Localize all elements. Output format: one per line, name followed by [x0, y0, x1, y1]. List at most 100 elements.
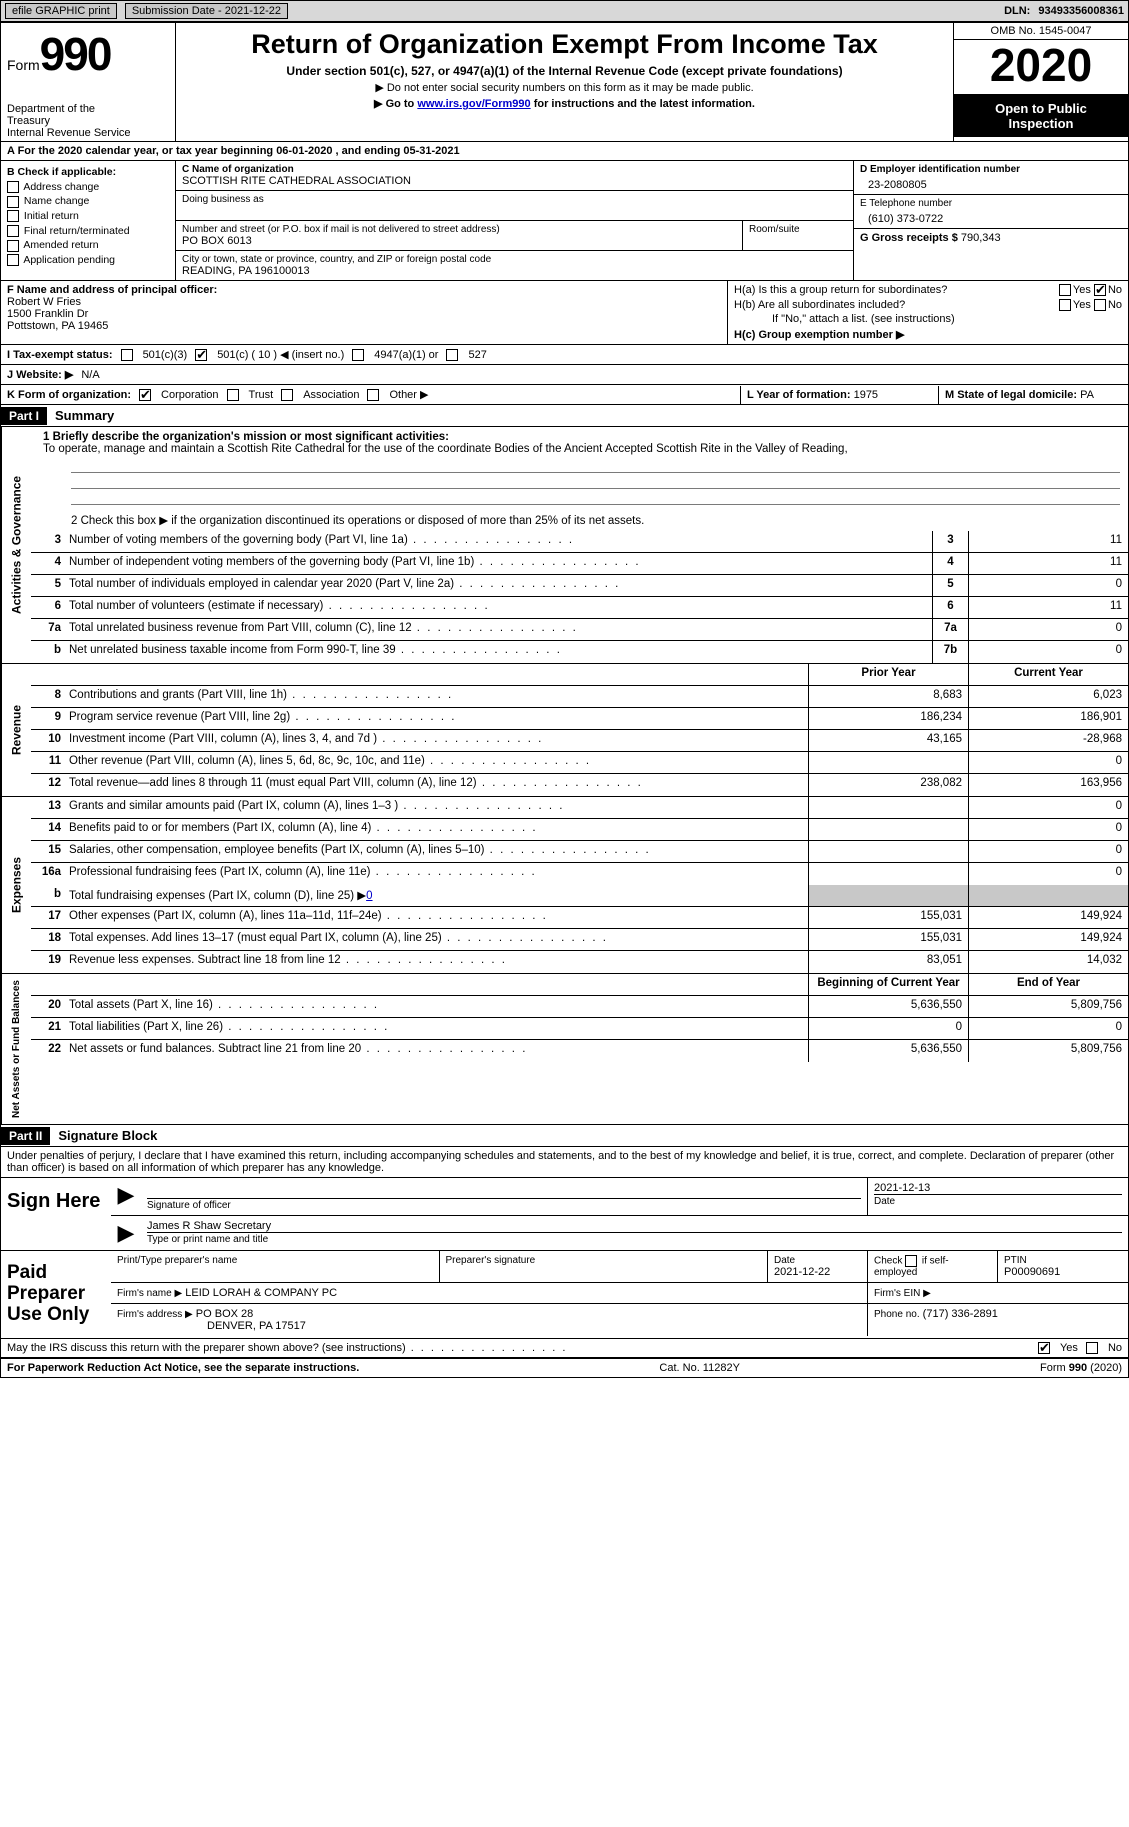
line-box: 5: [932, 575, 968, 596]
current-year-header: Current Year: [968, 664, 1128, 685]
line-16b-num: b: [31, 885, 65, 906]
side-revenue: Revenue: [1, 664, 31, 796]
box-b-item-label: Name change: [24, 195, 89, 207]
trust-checkbox[interactable]: [227, 389, 239, 401]
prior-value: 155,031: [808, 929, 968, 950]
line-label: Other revenue (Part VIII, column (A), li…: [65, 752, 808, 773]
4947-checkbox[interactable]: [352, 349, 364, 361]
line-label: Number of independent voting members of …: [65, 553, 932, 574]
line-label: Revenue less expenses. Subtract line 18 …: [65, 951, 808, 973]
phone-label: E Telephone number: [860, 198, 1122, 209]
527-checkbox[interactable]: [446, 349, 458, 361]
line-value: 0: [968, 575, 1128, 596]
501c-checkbox[interactable]: [195, 349, 207, 361]
ha-yes-checkbox[interactable]: [1059, 284, 1071, 296]
label-org-name: C Name of organization: [182, 164, 847, 175]
summary-line: 21Total liabilities (Part X, line 26)00: [31, 1018, 1128, 1040]
phone-value: (610) 373-0722: [860, 209, 1122, 225]
summary-line: 18Total expenses. Add lines 13–17 (must …: [31, 929, 1128, 951]
line-label: Program service revenue (Part VIII, line…: [65, 708, 808, 729]
goto-post: for instructions and the latest informat…: [531, 98, 755, 110]
current-value: 5,809,756: [968, 996, 1128, 1017]
line-num: 13: [31, 797, 65, 818]
discuss-yes-checkbox[interactable]: [1038, 1342, 1050, 1354]
dept-line3: Internal Revenue Service: [7, 127, 169, 139]
line2-text: 2 Check this box ▶ if the organization d…: [71, 515, 644, 527]
line-label: Total number of individuals employed in …: [65, 575, 932, 596]
line-label: Other expenses (Part IX, column (A), lin…: [65, 907, 808, 928]
box-d: D Employer identification number 23-2080…: [854, 161, 1128, 195]
ha-no-checkbox[interactable]: [1094, 284, 1106, 296]
box-b-checkbox[interactable]: [7, 210, 19, 222]
box-b-checkbox[interactable]: [7, 181, 19, 193]
line-16b-link[interactable]: 0: [366, 890, 372, 902]
box-b-checkbox[interactable]: [7, 225, 19, 237]
prior-value: 5,636,550: [808, 1040, 968, 1062]
box-b-checkbox[interactable]: [7, 196, 19, 208]
assoc-checkbox[interactable]: [281, 389, 293, 401]
line-label: Total liabilities (Part X, line 26): [65, 1018, 808, 1039]
current-value: 149,924: [968, 929, 1128, 950]
other-label: Other ▶: [389, 388, 428, 401]
efile-print-button[interactable]: efile GRAPHIC print: [5, 3, 117, 19]
side-expenses: Expenses: [1, 797, 31, 973]
gov-line: 7aTotal unrelated business revenue from …: [31, 619, 1128, 641]
firm-name-label: Firm's name ▶: [117, 1288, 182, 1299]
prep-date-label: Date: [774, 1255, 861, 1266]
city-value: READING, PA 196100013: [182, 265, 847, 277]
line-label: Total number of volunteers (estimate if …: [65, 597, 932, 618]
paperwork-notice: For Paperwork Reduction Act Notice, see …: [7, 1362, 359, 1374]
ha-yes: Yes: [1073, 284, 1091, 296]
penalty-text: Under penalties of perjury, I declare th…: [1, 1147, 1128, 1178]
corp-checkbox[interactable]: [139, 389, 151, 401]
box-b-checkbox[interactable]: [7, 240, 19, 252]
omb-number: OMB No. 1545-0047: [954, 23, 1128, 40]
type-name-label: Type or print name and title: [147, 1232, 1122, 1245]
box-b-item-label: Application pending: [23, 254, 115, 266]
summary-line: 13Grants and similar amounts paid (Part …: [31, 797, 1128, 819]
other-checkbox[interactable]: [367, 389, 379, 401]
line-num: 4: [31, 553, 65, 574]
line-num: 9: [31, 708, 65, 729]
mission-block: 1 Briefly describe the organization's mi…: [31, 427, 1128, 457]
line-box: 4: [932, 553, 968, 574]
side-governance: Activities & Governance: [1, 427, 31, 663]
firm-addr1: PO BOX 28: [196, 1308, 253, 1320]
box-c-name: C Name of organization SCOTTISH RITE CAT…: [176, 161, 853, 191]
line-16b-prior: [808, 885, 968, 906]
sign-here-block: Sign Here ▶ Signature of officer 2021-12…: [1, 1178, 1128, 1251]
box-b-item-label: Address change: [23, 181, 99, 193]
form990-link[interactable]: www.irs.gov/Form990: [417, 98, 530, 110]
summary-line: 8Contributions and grants (Part VIII, li…: [31, 686, 1128, 708]
discuss-no-checkbox[interactable]: [1086, 1342, 1098, 1354]
ssn-note: ▶ Do not enter social security numbers o…: [184, 81, 945, 94]
part-i-title: Summary: [47, 405, 122, 426]
ptin-value: P00090691: [1004, 1266, 1122, 1278]
officer-label: F Name and address of principal officer:: [7, 284, 721, 296]
website-label: J Website: ▶: [7, 368, 73, 381]
dept-line1: Department of the: [7, 103, 169, 115]
discuss-no: No: [1108, 1342, 1122, 1354]
self-employed-checkbox[interactable]: [905, 1255, 917, 1267]
hb-yes-checkbox[interactable]: [1059, 299, 1071, 311]
trust-label: Trust: [249, 389, 274, 401]
gov-line: 6Total number of volunteers (estimate if…: [31, 597, 1128, 619]
gross-value: 790,343: [961, 232, 1001, 244]
rev-header-row: Prior Year Current Year: [31, 664, 1128, 686]
box-b-checkbox[interactable]: [7, 254, 19, 266]
box-b: B Check if applicable: Address change Na…: [1, 161, 176, 280]
addr-value: PO BOX 6013: [182, 235, 736, 247]
org-name: SCOTTISH RITE CATHEDRAL ASSOCIATION: [182, 175, 847, 187]
hb-no-checkbox[interactable]: [1094, 299, 1106, 311]
net-header-row: Beginning of Current Year End of Year: [31, 974, 1128, 996]
box-city: City or town, state or province, country…: [176, 251, 853, 280]
prior-value: [808, 863, 968, 885]
side-net-assets: Net Assets or Fund Balances: [1, 974, 31, 1124]
top-bar: efile GRAPHIC print Submission Date - 20…: [0, 0, 1129, 22]
part-i-badge: Part I: [1, 407, 47, 425]
tax-year: 2020: [954, 40, 1128, 95]
line-value: 0: [968, 619, 1128, 640]
hc-label: H(c) Group exemption number ▶: [734, 328, 1122, 341]
501c3-checkbox[interactable]: [121, 349, 133, 361]
current-value: 0: [968, 752, 1128, 773]
